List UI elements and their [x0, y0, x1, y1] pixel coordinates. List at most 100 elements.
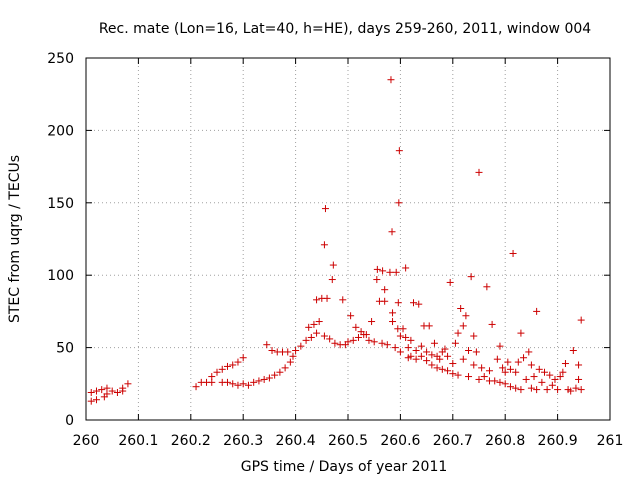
data-point-plus	[527, 361, 535, 369]
data-point-plus	[433, 364, 441, 372]
data-point-plus	[538, 378, 546, 386]
data-point-plus	[425, 322, 433, 330]
data-point-plus	[417, 342, 425, 350]
data-point-plus	[323, 294, 331, 302]
data-point-plus	[402, 333, 410, 341]
data-point-plus	[407, 336, 415, 344]
data-point-plus	[394, 299, 402, 307]
data-point-plus	[451, 339, 459, 347]
data-point-plus	[444, 367, 452, 375]
data-point-plus	[255, 377, 263, 385]
data-point-plus	[438, 365, 446, 373]
y-tick-label: 0	[65, 413, 74, 429]
data-point-plus	[525, 348, 533, 356]
data-point-plus	[396, 332, 404, 340]
data-point-plus	[244, 381, 252, 389]
data-point-plus	[250, 378, 258, 386]
data-point-plus	[320, 241, 328, 249]
data-point-plus	[436, 355, 444, 363]
data-point-plus	[506, 383, 514, 391]
data-point-plus	[465, 346, 473, 354]
data-point-plus	[520, 354, 528, 362]
data-point-plus	[297, 342, 305, 350]
data-point-plus	[496, 342, 504, 350]
data-point-plus	[389, 318, 397, 326]
y-tick-label: 50	[56, 341, 74, 357]
data-point-plus	[234, 358, 242, 366]
data-point-plus	[329, 261, 337, 269]
data-point-plus	[208, 373, 216, 381]
x-axis-label: GPS time / Days of year 2011	[241, 459, 448, 475]
y-axis-tick-labels: 0 50 100 150 200 250	[47, 51, 74, 429]
data-point-plus	[239, 380, 247, 388]
data-point-plus	[556, 373, 564, 381]
data-point-plus	[381, 297, 389, 305]
data-point-plus	[331, 339, 339, 347]
data-point-plus	[313, 329, 321, 337]
data-point-plus	[402, 264, 410, 272]
data-point-plus	[462, 312, 470, 320]
data-point-plus	[412, 346, 420, 354]
data-point-plus	[260, 375, 268, 383]
data-point-plus	[310, 320, 318, 328]
data-point-plus	[218, 365, 226, 373]
data-point-plus	[234, 381, 242, 389]
data-point-plus	[379, 267, 387, 275]
data-point-plus	[501, 368, 509, 376]
data-point-plus	[459, 355, 467, 363]
data-point-plus	[533, 307, 541, 315]
data-point-plus	[493, 355, 501, 363]
data-point-plus	[349, 336, 357, 344]
data-point-plus	[467, 273, 475, 281]
data-point-plus	[378, 339, 386, 347]
data-point-plus	[548, 381, 556, 389]
data-point-plus	[575, 375, 583, 383]
data-point-plus	[339, 296, 347, 304]
x-tick-label: 260.7	[433, 433, 473, 449]
data-point-plus	[506, 365, 514, 373]
data-point-plus	[457, 305, 465, 313]
data-point-plus	[554, 386, 562, 394]
x-tick-label: 260.8	[485, 433, 525, 449]
x-tick-label: 260.3	[223, 433, 263, 449]
data-point-plus	[103, 390, 111, 398]
data-point-plus	[444, 352, 452, 360]
data-point-plus	[572, 384, 580, 392]
data-point-plus	[276, 368, 284, 376]
data-point-plus	[472, 348, 480, 356]
data-point-plus	[289, 352, 297, 360]
data-point-plus	[396, 348, 404, 356]
data-point-plus	[423, 348, 431, 356]
data-point-plus	[87, 397, 95, 405]
x-tick-label: 260.9	[538, 433, 578, 449]
data-point-plus	[449, 360, 457, 368]
x-tick-label: 260.6	[380, 433, 420, 449]
data-point-plus	[383, 341, 391, 349]
data-point-plus	[459, 322, 467, 330]
data-point-plus	[577, 386, 585, 394]
data-point-plus	[192, 383, 200, 391]
data-point-plus	[389, 309, 397, 317]
data-point-plus	[286, 358, 294, 366]
data-point-plus	[229, 361, 237, 369]
data-point-plus	[491, 377, 499, 385]
data-point-plus	[567, 387, 575, 395]
data-point-plus	[541, 368, 548, 376]
y-axis-label: STEC from uqrg / TECUs	[7, 155, 23, 323]
data-point-plus	[302, 336, 310, 344]
data-point-plus	[387, 76, 395, 84]
data-point-plus	[395, 199, 403, 207]
data-point-plus	[399, 325, 407, 333]
data-point-plus	[428, 351, 436, 359]
data-point-plus	[213, 368, 221, 376]
data-point-plus	[407, 352, 415, 360]
data-point-plus	[313, 296, 321, 304]
data-point-plus	[268, 346, 276, 354]
data-point-plus	[307, 333, 315, 341]
data-point-plus	[98, 386, 106, 394]
data-point-plus	[373, 265, 381, 273]
data-point-plus	[475, 168, 483, 176]
data-point-plus	[263, 341, 271, 349]
data-point-plus	[113, 388, 121, 396]
